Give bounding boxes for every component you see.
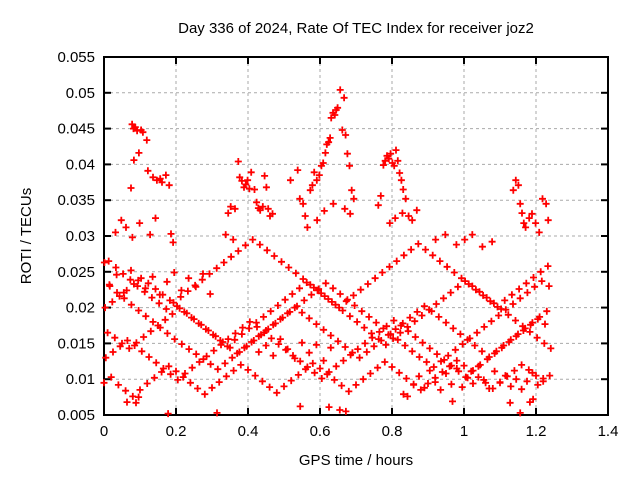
svg-text:0.035: 0.035	[57, 192, 95, 209]
scatter-points	[100, 86, 555, 418]
svg-text:0.015: 0.015	[57, 335, 95, 352]
svg-text:0.005: 0.005	[57, 407, 95, 424]
svg-text:0.04: 0.04	[66, 156, 95, 173]
svg-text:0: 0	[100, 423, 108, 440]
plot-border	[103, 56, 609, 416]
svg-text:1: 1	[460, 423, 468, 440]
svg-text:0.03: 0.03	[66, 228, 95, 245]
svg-text:0.8: 0.8	[382, 423, 403, 440]
svg-text:1.4: 1.4	[598, 423, 619, 440]
x-axis-label: GPS time / hours	[298, 452, 414, 469]
svg-text:0.4: 0.4	[238, 423, 259, 440]
svg-text:0.05: 0.05	[66, 85, 95, 102]
svg-text:0.01: 0.01	[66, 371, 95, 388]
svg-text:0.055: 0.055	[57, 49, 95, 66]
svg-text:0.2: 0.2	[166, 423, 187, 440]
x-tick-labels: 0 0.2 0.4 0.6 0.8 1 1.2 1.4	[100, 423, 619, 440]
chart-title: Day 336 of 2024, Rate Of TEC Index for r…	[178, 20, 534, 37]
svg-text:0.045: 0.045	[57, 121, 95, 138]
svg-text:0.02: 0.02	[66, 300, 95, 317]
y-tick-labels: 0.005 0.01 0.015 0.02 0.025 0.03 0.035 0.04 0.04…	[57, 49, 95, 424]
grid-lines	[104, 57, 608, 415]
svg-text:0.6: 0.6	[310, 423, 331, 440]
svg-text:1.2: 1.2	[526, 423, 547, 440]
svg-text:0.025: 0.025	[57, 264, 95, 281]
